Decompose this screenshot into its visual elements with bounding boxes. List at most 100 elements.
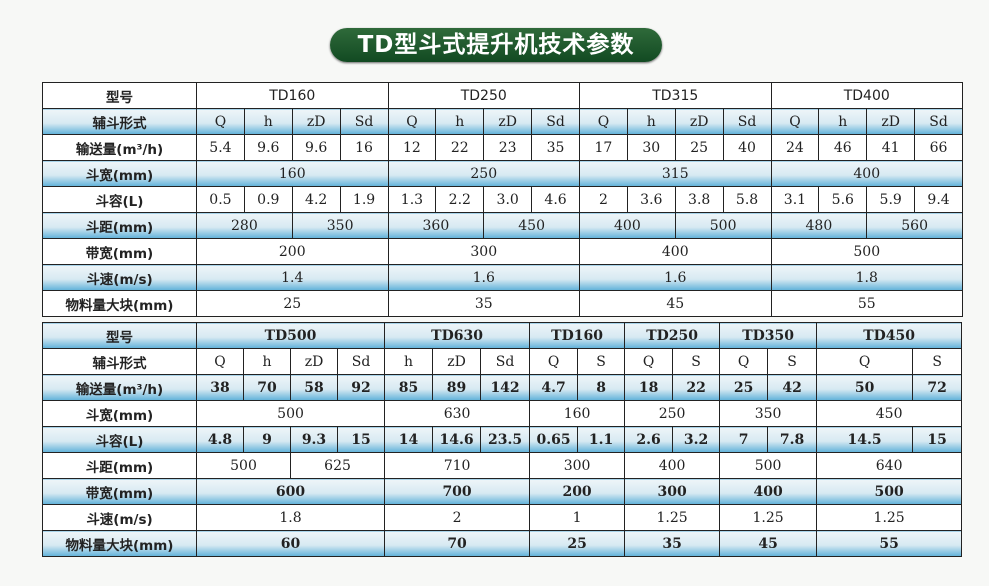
table-cell: 22	[672, 374, 721, 401]
table-cell: 315	[579, 160, 772, 187]
table-cell: 15	[336, 426, 386, 453]
table-cell: 1.6	[579, 264, 772, 291]
table-cell: 14.6	[432, 426, 482, 453]
table-cell: S	[577, 348, 626, 375]
row-label: 型号	[42, 82, 197, 109]
table-row: 带宽(mm) 600 700 200 300 400 500	[42, 478, 963, 505]
table-cell: zD	[291, 108, 341, 135]
table-cell: Sd	[531, 108, 580, 135]
table-cell: 9.6	[243, 134, 293, 161]
row-label: 斗宽(mm)	[42, 160, 197, 187]
table-row: 斗距(mm) 280 350 360 450 400 500 480 560	[42, 212, 963, 239]
row-label: 斗速(m/s)	[42, 264, 197, 291]
table-cell: 1.8	[770, 264, 963, 291]
table-cell: 1.1	[577, 426, 626, 453]
table-cell: 1.9	[339, 186, 389, 213]
table-cell: 92	[336, 374, 386, 401]
table-row: 物料量大块(mm) 60 70 25 35 45 55	[42, 530, 963, 557]
table-cell: 625	[289, 452, 386, 479]
table-cell: 1	[529, 504, 626, 531]
table-cell: 500	[196, 452, 291, 479]
table-cell: TD450	[816, 322, 963, 349]
table-cell: 500	[770, 238, 963, 265]
table-cell: zD	[866, 108, 916, 135]
table-cell: zD	[432, 348, 482, 375]
table-cell: 23	[483, 134, 533, 161]
table-cell: S	[912, 348, 963, 375]
table-cell: 3.8	[674, 186, 724, 213]
table-cell: 5.9	[866, 186, 916, 213]
table-cell: 400	[770, 160, 963, 187]
table-cell: TD250	[624, 322, 721, 349]
table-cell: 60	[195, 530, 386, 557]
table-cell: 480	[770, 212, 868, 239]
table-cell: Sd	[914, 108, 963, 135]
row-label: 斗速(m/s)	[42, 504, 197, 531]
table-cell: 5.8	[722, 186, 772, 213]
table-cell: 25	[674, 134, 724, 161]
table-cell: TD500	[195, 322, 386, 349]
table-cell: 15	[912, 426, 963, 453]
table-cell: Q	[579, 108, 628, 135]
table-cell: 450	[483, 212, 580, 239]
table-cell: 2.6	[624, 426, 674, 453]
table-cell: h	[384, 348, 434, 375]
table-cell: S	[767, 348, 818, 375]
table-cell: 35	[387, 290, 580, 317]
table-cell: 1.25	[719, 504, 818, 531]
table-cell: 55	[770, 290, 963, 317]
table-cell: 630	[384, 400, 531, 427]
table-cell: Q	[770, 108, 820, 135]
table-row: 斗速(m/s) 1.4 1.6 1.6 1.8	[42, 264, 963, 291]
table-cell: 58	[290, 374, 338, 401]
table-cell: 4.2	[291, 186, 341, 213]
row-label: 型号	[42, 322, 197, 349]
table-cell: TD160	[529, 322, 626, 349]
table-cell: 160	[196, 160, 389, 187]
table-cell: 280	[196, 212, 293, 239]
table-cell: Sd	[480, 348, 531, 375]
table-cell: TD250	[387, 82, 580, 109]
table-cell: 7.8	[767, 426, 818, 453]
table-cell: 4.7	[529, 374, 579, 401]
table-cell: Q	[529, 348, 579, 375]
table-cell: 45	[719, 530, 818, 557]
table-cell: 4.8	[196, 426, 244, 453]
table-cell: 55	[816, 530, 963, 557]
row-label: 斗距(mm)	[42, 452, 197, 479]
row-label: 输送量(m³/h)	[42, 374, 197, 401]
table-row: 带宽(mm) 200 300 400 500	[42, 238, 963, 265]
table-cell: 41	[866, 134, 916, 161]
table-row: 斗宽(mm) 160 250 315 400	[42, 160, 963, 187]
table-cell: 160	[529, 400, 626, 427]
table-cell: h	[626, 108, 676, 135]
table-cell: 500	[195, 400, 386, 427]
table-row: 斗宽(mm) 500 630 160 250 350 450	[42, 400, 963, 427]
table-cell: 2	[579, 186, 628, 213]
row-label: 带宽(mm)	[42, 478, 197, 505]
table-cell: 40	[722, 134, 772, 161]
table-cell: 350	[719, 400, 818, 427]
table-cell: 9.6	[291, 134, 341, 161]
row-label: 斗距(mm)	[42, 212, 197, 239]
row-label: 辅斗形式	[42, 348, 197, 375]
table-cell: 400	[579, 212, 676, 239]
table-cell: 25	[196, 290, 389, 317]
table-cell: 142	[480, 374, 531, 401]
row-label: 斗容(L)	[42, 426, 197, 453]
table-cell: 66	[914, 134, 963, 161]
table-cell: 25	[719, 374, 769, 401]
table-cell: 0.5	[196, 186, 245, 213]
table-cell: 250	[624, 400, 721, 427]
row-label: 物料量大块(mm)	[42, 290, 197, 317]
table-cell: h	[243, 348, 291, 375]
table-cell: 18	[624, 374, 674, 401]
row-label: 物料量大块(mm)	[42, 530, 197, 557]
table-cell: 46	[818, 134, 868, 161]
table-cell: 14	[384, 426, 434, 453]
table-cell: 600	[195, 478, 386, 505]
table-cell: 0.65	[529, 426, 579, 453]
table-row: 型号 TD500 TD630 TD160 TD250 TD350 TD450	[42, 322, 963, 349]
